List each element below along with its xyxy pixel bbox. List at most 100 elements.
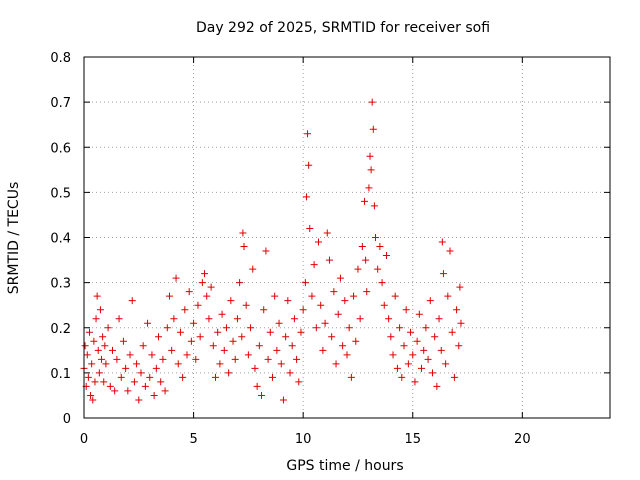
data-point bbox=[385, 315, 393, 323]
data-point bbox=[366, 152, 374, 160]
x-axis-tick-labels: 0 5 10 15 20 bbox=[80, 432, 531, 447]
data-point bbox=[321, 319, 329, 327]
data-point bbox=[115, 315, 123, 323]
data-point bbox=[119, 337, 127, 345]
data-point bbox=[93, 292, 101, 300]
data-point bbox=[190, 319, 198, 327]
data-point bbox=[334, 310, 342, 318]
data-point bbox=[428, 369, 436, 377]
data-point bbox=[345, 324, 353, 332]
data-point bbox=[192, 355, 200, 363]
data-point bbox=[361, 197, 369, 205]
data-point bbox=[411, 378, 419, 386]
data-point bbox=[271, 292, 279, 300]
data-point bbox=[439, 270, 447, 278]
data-point bbox=[84, 373, 92, 381]
x-tick-label: 5 bbox=[189, 432, 197, 447]
data-point bbox=[426, 297, 434, 305]
data-point bbox=[218, 310, 226, 318]
data-point bbox=[368, 98, 376, 106]
data-point bbox=[299, 306, 307, 314]
data-point bbox=[161, 387, 169, 395]
x-tick-label: 0 bbox=[80, 432, 88, 447]
data-point bbox=[247, 324, 255, 332]
data-point bbox=[319, 346, 327, 354]
plot-frame bbox=[83, 56, 611, 419]
data-point bbox=[216, 360, 224, 368]
data-point bbox=[225, 369, 233, 377]
data-point bbox=[207, 283, 215, 291]
data-point bbox=[450, 373, 458, 381]
data-point bbox=[435, 315, 443, 323]
data-point bbox=[222, 324, 230, 332]
data-point bbox=[135, 396, 143, 404]
data-point bbox=[362, 256, 370, 264]
data-point bbox=[83, 351, 91, 359]
data-point bbox=[297, 328, 305, 336]
data-point bbox=[174, 360, 182, 368]
data-point bbox=[165, 292, 173, 300]
y-tick-label: 0.1 bbox=[50, 367, 71, 382]
data-point bbox=[249, 265, 257, 273]
data-point bbox=[387, 333, 395, 341]
y-tick-label: 0.4 bbox=[50, 232, 71, 247]
data-point bbox=[130, 378, 138, 386]
data-point bbox=[181, 306, 189, 314]
data-point bbox=[350, 292, 358, 300]
data-point bbox=[108, 346, 116, 354]
data-point bbox=[155, 333, 163, 341]
data-point bbox=[424, 355, 432, 363]
data-point bbox=[356, 315, 364, 323]
data-point bbox=[370, 202, 378, 210]
data-point bbox=[95, 369, 103, 377]
data-point bbox=[308, 292, 316, 300]
y-tick-label: 0.6 bbox=[50, 141, 71, 156]
data-point bbox=[277, 360, 285, 368]
data-point bbox=[187, 337, 195, 345]
data-point bbox=[339, 342, 347, 350]
data-point bbox=[251, 364, 259, 372]
data-point bbox=[172, 274, 180, 282]
data-point bbox=[442, 360, 450, 368]
data-point bbox=[456, 283, 464, 291]
data-point bbox=[242, 301, 250, 309]
data-point bbox=[92, 315, 100, 323]
data-point bbox=[176, 328, 184, 336]
data-point bbox=[352, 337, 360, 345]
y-tick-label: 0.2 bbox=[50, 322, 71, 337]
data-point bbox=[455, 342, 463, 350]
data-point bbox=[389, 351, 397, 359]
chart-title: Day 292 of 2025, SRMTID for receiver sof… bbox=[196, 20, 490, 36]
data-point bbox=[96, 306, 104, 314]
data-point bbox=[137, 369, 145, 377]
data-point bbox=[185, 288, 193, 296]
y-tick-label: 0.5 bbox=[50, 186, 71, 201]
data-point bbox=[141, 382, 149, 390]
y-tick-label: 0.3 bbox=[50, 277, 71, 292]
data-point bbox=[374, 265, 382, 273]
data-point bbox=[87, 391, 95, 399]
data-point bbox=[365, 184, 373, 192]
data-point bbox=[111, 387, 119, 395]
data-point bbox=[382, 252, 390, 260]
data-point bbox=[282, 333, 290, 341]
data-point bbox=[117, 373, 125, 381]
data-point bbox=[89, 396, 97, 404]
data-point bbox=[258, 391, 266, 399]
data-point bbox=[400, 342, 408, 350]
data-point bbox=[343, 351, 351, 359]
data-point bbox=[99, 333, 107, 341]
data-point bbox=[378, 279, 386, 287]
data-point bbox=[159, 355, 167, 363]
y-tick-label: 0.7 bbox=[50, 96, 71, 111]
data-points bbox=[80, 98, 465, 404]
data-point bbox=[279, 396, 287, 404]
data-point bbox=[101, 342, 109, 350]
data-point bbox=[152, 364, 160, 372]
data-point bbox=[148, 351, 156, 359]
data-point bbox=[295, 378, 303, 386]
data-point bbox=[273, 346, 281, 354]
data-point bbox=[418, 364, 426, 372]
data-point bbox=[122, 364, 130, 372]
